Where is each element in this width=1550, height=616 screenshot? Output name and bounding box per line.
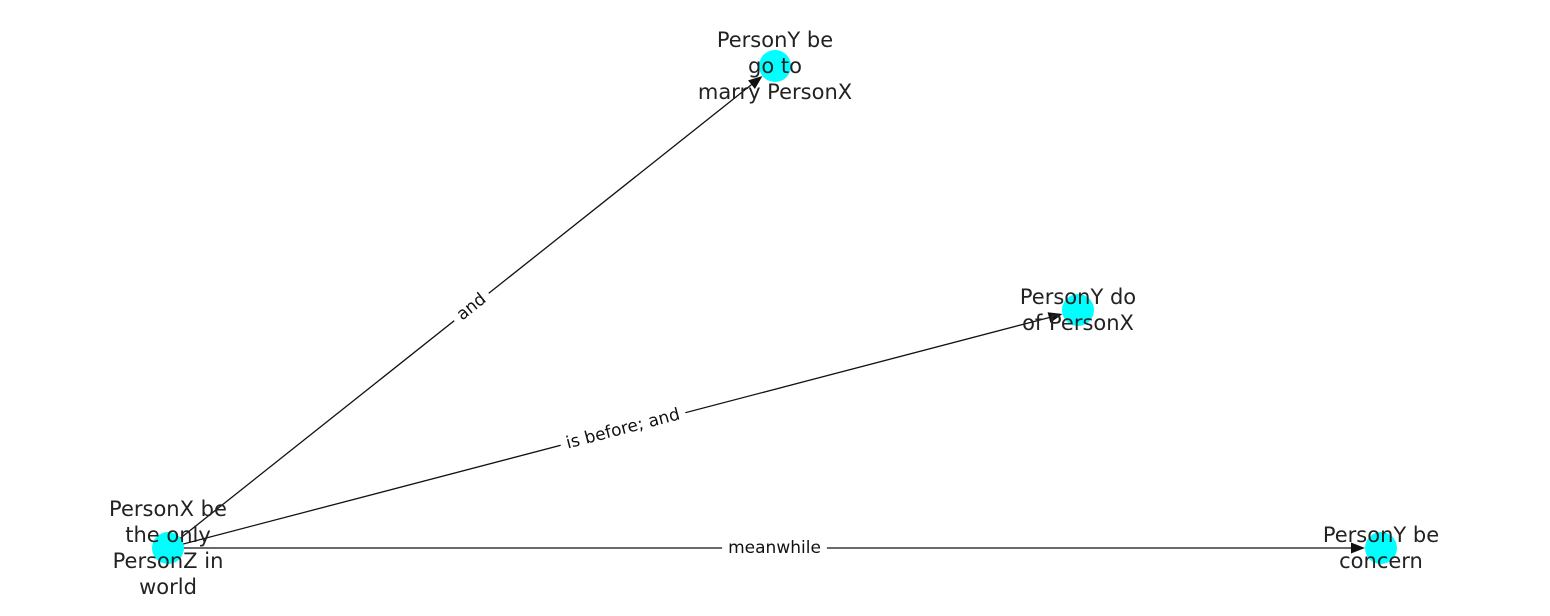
node-label-line: PersonY be xyxy=(1323,523,1439,547)
node-label-line: PersonY do xyxy=(1020,285,1136,309)
edge-label: meanwhile xyxy=(728,538,821,558)
node-label-line: concern xyxy=(1339,549,1423,573)
node-label-line: go to xyxy=(748,54,802,78)
node-n4 xyxy=(1365,532,1397,564)
node-label-line: of PersonX xyxy=(1022,311,1134,335)
edges-layer xyxy=(167,75,1365,554)
edge-arrowhead xyxy=(1351,542,1365,554)
node-n1 xyxy=(152,532,184,564)
node-label-line: PersonY be xyxy=(717,28,833,52)
node-label-line: PersonZ in xyxy=(113,549,224,573)
edge-label-background xyxy=(446,283,497,331)
edge-labels-layer: and is before; and meanwhile xyxy=(446,283,827,560)
edge-arrowhead xyxy=(1047,312,1063,323)
edge-label-group: is before; and xyxy=(557,401,689,457)
edge-label-background xyxy=(722,536,827,560)
edge-label-group: meanwhile xyxy=(722,536,827,560)
node-label-line: the only xyxy=(125,523,211,547)
nodes-layer xyxy=(152,50,1397,564)
edge-arrowhead xyxy=(748,75,763,89)
node-n2 xyxy=(759,50,791,82)
node-label-line: marry PersonX xyxy=(698,80,852,104)
edge-label-group: and xyxy=(446,283,497,331)
node-n3 xyxy=(1062,294,1094,326)
node-label-line: PersonX be xyxy=(109,497,227,521)
edge-label-background xyxy=(557,401,689,457)
node-label-line: world xyxy=(139,575,197,599)
